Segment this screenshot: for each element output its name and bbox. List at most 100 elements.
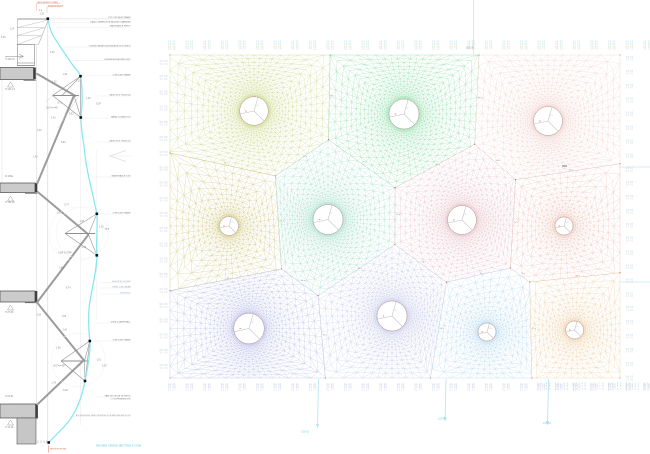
svg-text:151 B: 151 B [466,46,473,50]
svg-text:81 27: 81 27 [573,390,581,392]
svg-text:150 62: 150 62 [438,417,446,421]
svg-text:24 15: 24 15 [590,49,598,51]
svg-text:98 85: 98 85 [397,385,405,387]
svg-text:34 60: 34 60 [160,292,169,294]
svg-text:98 85: 98 85 [274,385,282,387]
svg-text:68 95: 68 95 [274,41,282,43]
svg-text:0,45: 0,45 [50,52,55,54]
svg-text:8,75: 8,75 [58,103,63,105]
svg-text:24 15: 24 15 [326,49,334,51]
svg-text:24 e: 24 e [301,280,306,282]
svg-text:34 60: 34 60 [626,282,634,284]
svg-text:24 15: 24 15 [309,49,317,51]
svg-text:34 60: 34 60 [160,109,169,111]
svg-text:69 e: 69 e [496,160,501,162]
svg-text:34 60: 34 60 [626,60,634,62]
svg-text:68 40: 68 40 [590,46,598,48]
svg-text:34 60: 34 60 [379,387,387,389]
svg-text:24 15: 24 15 [397,49,405,51]
svg-text:68 40: 68 40 [608,46,616,48]
svg-text:207: 207 [405,108,409,110]
svg-text:98 85: 98 85 [160,243,169,245]
svg-text:1,35: 1,35 [63,74,68,76]
svg-text:23 81: 23 81 [590,44,598,46]
svg-text:98 85: 98 85 [573,385,581,387]
svg-text:1,65: 1,65 [37,315,42,317]
svg-text:263: 263 [488,328,492,330]
svg-text:RAPAD CONNECTOR: RAPAD CONNECTOR [111,116,131,119]
svg-text:24 15: 24 15 [467,49,475,51]
svg-text:98 85: 98 85 [309,385,317,387]
svg-text:24 15: 24 15 [221,49,229,51]
svg-text:34 60: 34 60 [160,140,169,142]
svg-text:34 60: 34 60 [538,387,546,389]
svg-text:1,91: 1,91 [97,360,102,362]
svg-text:34 60: 34 60 [309,387,317,389]
svg-text:98 85: 98 85 [221,385,229,387]
svg-text:1,43: 1,43 [51,117,56,119]
svg-text:68 95: 68 95 [520,41,528,43]
svg-text:68 95: 68 95 [590,41,598,43]
svg-text:81 27: 81 27 [362,390,370,392]
svg-text:23 81: 23 81 [538,44,546,46]
svg-text:98 85: 98 85 [626,252,634,254]
svg-text:68 40: 68 40 [168,46,176,48]
svg-text:5,92: 5,92 [69,114,74,116]
svg-text:23 81: 23 81 [238,44,246,46]
svg-text:1,35: 1,35 [40,14,45,16]
svg-text:34 60: 34 60 [520,387,528,389]
svg-text:68 95: 68 95 [309,41,317,43]
svg-text:68 40: 68 40 [309,46,317,48]
svg-text:81 27: 81 27 [168,390,176,392]
svg-text:42 e: 42 e [303,156,308,158]
svg-text:34 60: 34 60 [626,387,634,389]
svg-text:81 27: 81 27 [238,390,246,392]
svg-text:23 81: 23 81 [450,44,458,46]
svg-text:34 60: 34 60 [626,143,634,145]
svg-text:98 85: 98 85 [626,154,634,156]
svg-text:5,35: 5,35 [1,37,6,39]
svg-text:68 40: 68 40 [538,46,546,48]
svg-text:AVID BORDY PLINE: AVID BORDY PLINE [38,1,59,4]
svg-text:1,25: 1,25 [52,82,57,84]
svg-text:256: 256 [393,310,397,312]
svg-text:98 85: 98 85 [467,385,475,387]
svg-text:81 27: 81 27 [643,390,650,392]
svg-text:98 85: 98 85 [626,377,634,379]
svg-text:34 60: 34 60 [160,216,169,218]
svg-text:249: 249 [250,322,254,324]
svg-text:UAUE CROL TRUSS (4): UAUE CROL TRUSS (4) [109,140,131,143]
svg-text:270: 270 [576,326,580,328]
svg-text:98 85: 98 85 [160,289,169,291]
svg-text:68 95: 68 95 [168,41,176,43]
svg-text:FACADE CROSS SECTION S COB: FACADE CROSS SECTION S COB [96,444,141,448]
svg-text:98 85: 98 85 [626,293,634,295]
svg-text:98 85: 98 85 [362,385,370,387]
svg-text:79 e: 79 e [521,273,526,275]
svg-text:81 27: 81 27 [274,390,282,392]
svg-text:23 81: 23 81 [291,44,299,46]
svg-text:98 85: 98 85 [626,168,634,170]
svg-text:34 60: 34 60 [626,240,634,242]
svg-text:81 27: 81 27 [555,390,563,392]
svg-text:98 85: 98 85 [608,385,616,387]
svg-text:UAUE CROL TRUSS (4): UAUE CROL TRUSS (4) [109,94,131,97]
svg-text:1,89: 1,89 [59,267,64,269]
svg-text:PARL ROU ROLE TE PRPOS: PARL ROU ROLE TE PRPOS [105,395,132,398]
svg-text:98 85: 98 85 [160,335,169,337]
svg-text:MANTENANCE PERFO: MANTENANCE PERFO [110,25,131,28]
svg-text:34 60: 34 60 [160,94,169,96]
svg-text:68 95: 68 95 [626,41,634,43]
svg-text:98 85: 98 85 [626,279,634,281]
svg-text:24 15: 24 15 [291,49,299,51]
svg-text:23 81: 23 81 [168,44,176,46]
svg-text:98 85: 98 85 [626,127,634,129]
svg-text:34 60: 34 60 [626,87,634,89]
svg-text:68 95: 68 95 [573,41,581,43]
svg-text:34 60: 34 60 [450,387,458,389]
svg-text:81 27: 81 27 [326,390,334,392]
svg-text:34 60: 34 60 [590,387,598,389]
svg-text:98 85: 98 85 [626,363,634,365]
svg-text:98 85: 98 85 [626,85,634,87]
svg-text:81 27: 81 27 [608,390,616,392]
